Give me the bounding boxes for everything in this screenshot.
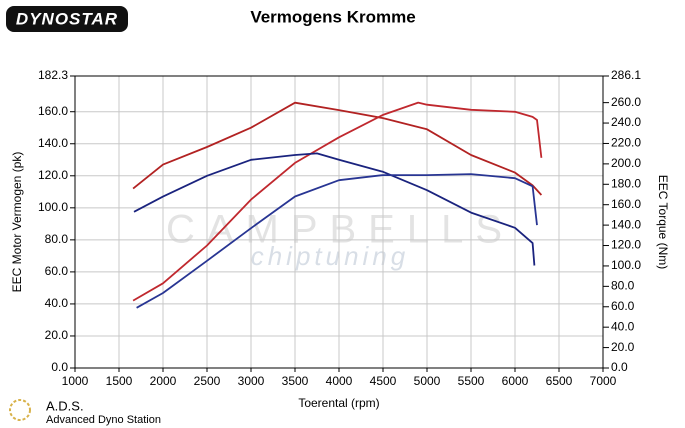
footer-logo	[9, 399, 31, 421]
x-tick-label: 7000	[590, 374, 617, 388]
logo: DYNOSTAR	[16, 9, 118, 28]
watermark: chiptuning	[251, 241, 410, 271]
x-tick-label: 4000	[326, 374, 353, 388]
y2-tick-label: 40.0	[611, 319, 635, 333]
x-tick-label: 6500	[546, 374, 573, 388]
y2-tick-label: 120.0	[611, 238, 641, 252]
y2-axis-label: EEC Torque (Nm)	[656, 175, 670, 269]
x-tick-label: 3000	[238, 374, 265, 388]
x-tick-label: 3500	[282, 374, 309, 388]
y-tick-label: 100.0	[38, 200, 68, 214]
line-series	[132, 101, 543, 302]
y2-tick-label: 240.0	[611, 115, 641, 129]
logo-box	[6, 6, 128, 32]
y-tick-label: 40.0	[45, 296, 69, 310]
y-tick-label: 140.0	[38, 136, 68, 150]
chart-title: Vermogens Kromme	[250, 7, 415, 26]
x-tick-label: 4500	[370, 374, 397, 388]
y-tick-label: 0.0	[51, 360, 68, 374]
y-tick-label: 120.0	[38, 168, 68, 182]
x-tick-label: 1000	[62, 374, 89, 388]
x-tick-label: 6000	[502, 374, 529, 388]
y2-tick-label: 100.0	[611, 258, 641, 272]
x-tick-label: 2000	[150, 374, 177, 388]
line-series	[133, 152, 536, 266]
y2-tick-label: 160.0	[611, 197, 641, 211]
plot-frame	[74, 75, 604, 369]
x-tick-label: 5000	[414, 374, 441, 388]
y2-tick-label: 180.0	[611, 176, 641, 190]
y2-tick-label: 140.0	[611, 217, 641, 231]
y2-tick-label: 0.0	[611, 360, 628, 374]
footer-subtitle: Advanced Dyno Station	[46, 414, 161, 426]
y-tick-label: 20.0	[45, 328, 69, 342]
line-series	[136, 173, 538, 309]
y2-tick-label: 286.1	[611, 68, 641, 82]
line-series	[132, 101, 543, 196]
x-tick-label: 1500	[106, 374, 133, 388]
y2-tick-label: 20.0	[611, 340, 635, 354]
y-tick-label: 80.0	[45, 232, 69, 246]
y-tick-label: 60.0	[45, 264, 69, 278]
y2-tick-label: 220.0	[611, 136, 641, 150]
y2-tick-label: 200.0	[611, 156, 641, 170]
y2-tick-label: 260.0	[611, 95, 641, 109]
footer-title: A.D.S.	[46, 398, 84, 413]
x-tick-label: 5500	[458, 374, 485, 388]
y2-tick-label: 80.0	[611, 279, 635, 293]
x-tick-label: 2500	[194, 374, 221, 388]
y-axis-label: EEC Motor Vermogen (pk)	[10, 152, 24, 293]
y-tick-label: 160.0	[38, 104, 68, 118]
y2-tick-label: 60.0	[611, 299, 635, 313]
x-axis-label: Toerental (rpm)	[298, 396, 379, 410]
y-tick-label: 182.3	[38, 68, 68, 82]
